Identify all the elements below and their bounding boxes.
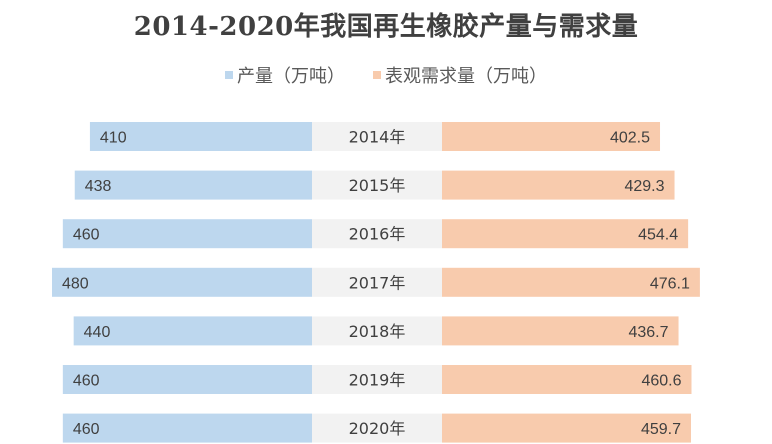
legend-swatch-production [225, 71, 233, 79]
production-bar [89, 122, 313, 151]
demand-value-label: 402.5 [610, 130, 650, 147]
legend-swatch-demand [373, 71, 381, 79]
demand-value-label: 460.6 [641, 373, 681, 390]
production-value-label: 460 [73, 373, 100, 390]
category-band [312, 316, 442, 346]
legend-item-production[interactable]: 产量（万吨） [225, 62, 345, 88]
category-band [312, 365, 442, 394]
production-bar [73, 316, 313, 346]
demand-bar [442, 122, 661, 151]
demand-value-label: 429.3 [624, 178, 664, 195]
category-band [312, 122, 442, 151]
category-band [312, 219, 442, 249]
demand-bar [442, 365, 692, 394]
demand-bar [442, 170, 675, 200]
demand-bar [442, 316, 679, 346]
demand-bar [442, 267, 700, 297]
production-value-label: 438 [85, 178, 112, 195]
production-value-label: 460 [73, 227, 100, 244]
demand-value-label: 476.1 [650, 275, 690, 292]
legend: 产量（万吨） 表观需求量（万吨） [0, 62, 772, 88]
category-band [312, 170, 442, 200]
production-bar [62, 365, 313, 394]
production-bar [52, 267, 312, 297]
year-label: 2019年 [349, 371, 406, 390]
category-band [312, 413, 442, 443]
demand-value-label: 459.7 [641, 421, 681, 438]
demand-value-label: 436.7 [628, 324, 668, 341]
legend-label-demand: 表观需求量（万吨） [385, 66, 547, 87]
year-label: 2018年 [349, 322, 406, 341]
year-label: 2020年 [349, 419, 406, 438]
legend-item-demand[interactable]: 表观需求量（万吨） [373, 62, 547, 88]
production-value-label: 480 [62, 275, 89, 292]
year-label: 2016年 [349, 225, 406, 244]
production-bar [62, 219, 313, 249]
demand-bar [442, 219, 689, 249]
year-label: 2014年 [349, 128, 406, 147]
demand-value-label: 454.4 [638, 227, 678, 244]
production-value-label: 410 [100, 130, 127, 147]
legend-label-production: 产量（万吨） [237, 66, 345, 87]
production-bar [62, 413, 313, 443]
chart-title: 2014-2020年我国再生橡胶产量与需求量 [133, 12, 639, 42]
category-band [312, 267, 442, 297]
production-bar [74, 170, 312, 200]
year-label: 2015年 [349, 176, 406, 195]
production-value-label: 460 [73, 421, 100, 438]
demand-bar [442, 413, 692, 443]
production-value-label: 440 [84, 324, 111, 341]
year-label: 2017年 [349, 273, 406, 292]
